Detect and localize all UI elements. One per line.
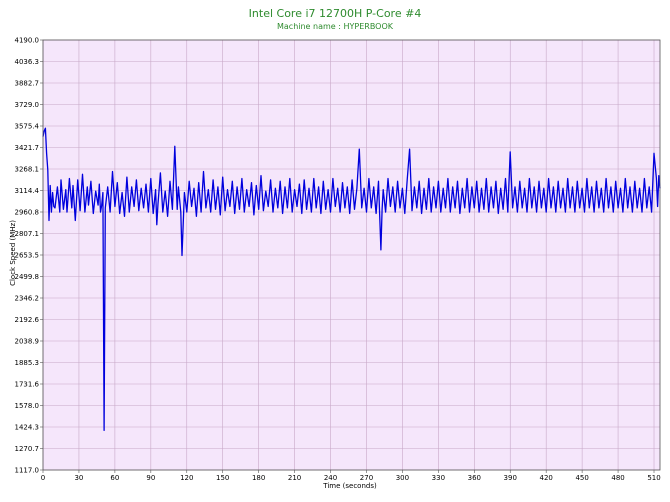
x-tick-label: 240 <box>324 474 337 482</box>
y-tick-label: 3575.4 <box>15 123 40 131</box>
y-tick-label: 2346.2 <box>15 295 40 303</box>
x-tick-label: 0 <box>41 474 45 482</box>
y-tick-label: 3882.7 <box>15 80 40 88</box>
chart-title: Intel Core i7 12700H P-Core #4 <box>249 7 422 20</box>
x-tick-label: 90 <box>146 474 155 482</box>
y-tick-label: 1578.0 <box>15 402 40 410</box>
x-axis-label: Time (seconds) <box>322 482 377 490</box>
y-axis-label: Clock Speed (MHz) <box>9 220 17 286</box>
y-tick-label: 1885.3 <box>15 359 40 367</box>
x-tick-label: 120 <box>180 474 193 482</box>
y-tick-label: 4036.3 <box>15 58 40 66</box>
y-tick-label: 3729.0 <box>15 101 40 109</box>
x-tick-label: 420 <box>539 474 552 482</box>
x-tick-label: 300 <box>396 474 409 482</box>
plot-border <box>42 39 661 471</box>
y-tick-label: 2192.6 <box>15 316 40 324</box>
y-tick-label: 1117.0 <box>15 467 40 475</box>
y-tick-label: 4190.0 <box>15 37 40 45</box>
y-axis-ticks: 1117.0 1270.7 1424.3 1578.0 1731.6 1885.3 2038… <box>15 37 43 475</box>
x-tick-label: 390 <box>504 474 517 482</box>
chart-subtitle: Machine name : HYPERBOOK <box>277 22 394 31</box>
y-tick-label: 1731.6 <box>15 381 40 389</box>
x-tick-label: 270 <box>360 474 373 482</box>
x-tick-label: 210 <box>288 474 301 482</box>
y-tick-label: 3114.4 <box>15 187 40 195</box>
y-tick-label: 1270.7 <box>15 445 40 453</box>
x-tick-label: 450 <box>575 474 588 482</box>
y-tick-label: 1424.3 <box>15 424 40 432</box>
x-tick-label: 330 <box>432 474 445 482</box>
y-tick-label: 3268.1 <box>15 166 40 174</box>
x-tick-label: 480 <box>611 474 624 482</box>
y-tick-label: 3421.7 <box>15 144 40 152</box>
x-axis-ticks: 0 30 60 90 120 150 180 210 240 270 300 330 360 390 420… <box>41 470 661 482</box>
x-tick-label: 360 <box>468 474 481 482</box>
y-tick-label: 2960.8 <box>15 209 40 217</box>
grid-lines <box>42 39 660 471</box>
x-tick-label: 60 <box>110 474 119 482</box>
x-tick-label: 180 <box>252 474 265 482</box>
y-tick-label: 2807.1 <box>15 230 40 238</box>
y-tick-label: 2499.8 <box>15 273 40 281</box>
x-tick-label: 510 <box>647 474 660 482</box>
y-tick-label: 2653.5 <box>15 252 40 260</box>
y-tick-label: 2038.9 <box>15 338 40 346</box>
x-tick-label: 150 <box>216 474 229 482</box>
clock-speed-series-line <box>42 127 661 432</box>
x-tick-label: 30 <box>74 474 83 482</box>
